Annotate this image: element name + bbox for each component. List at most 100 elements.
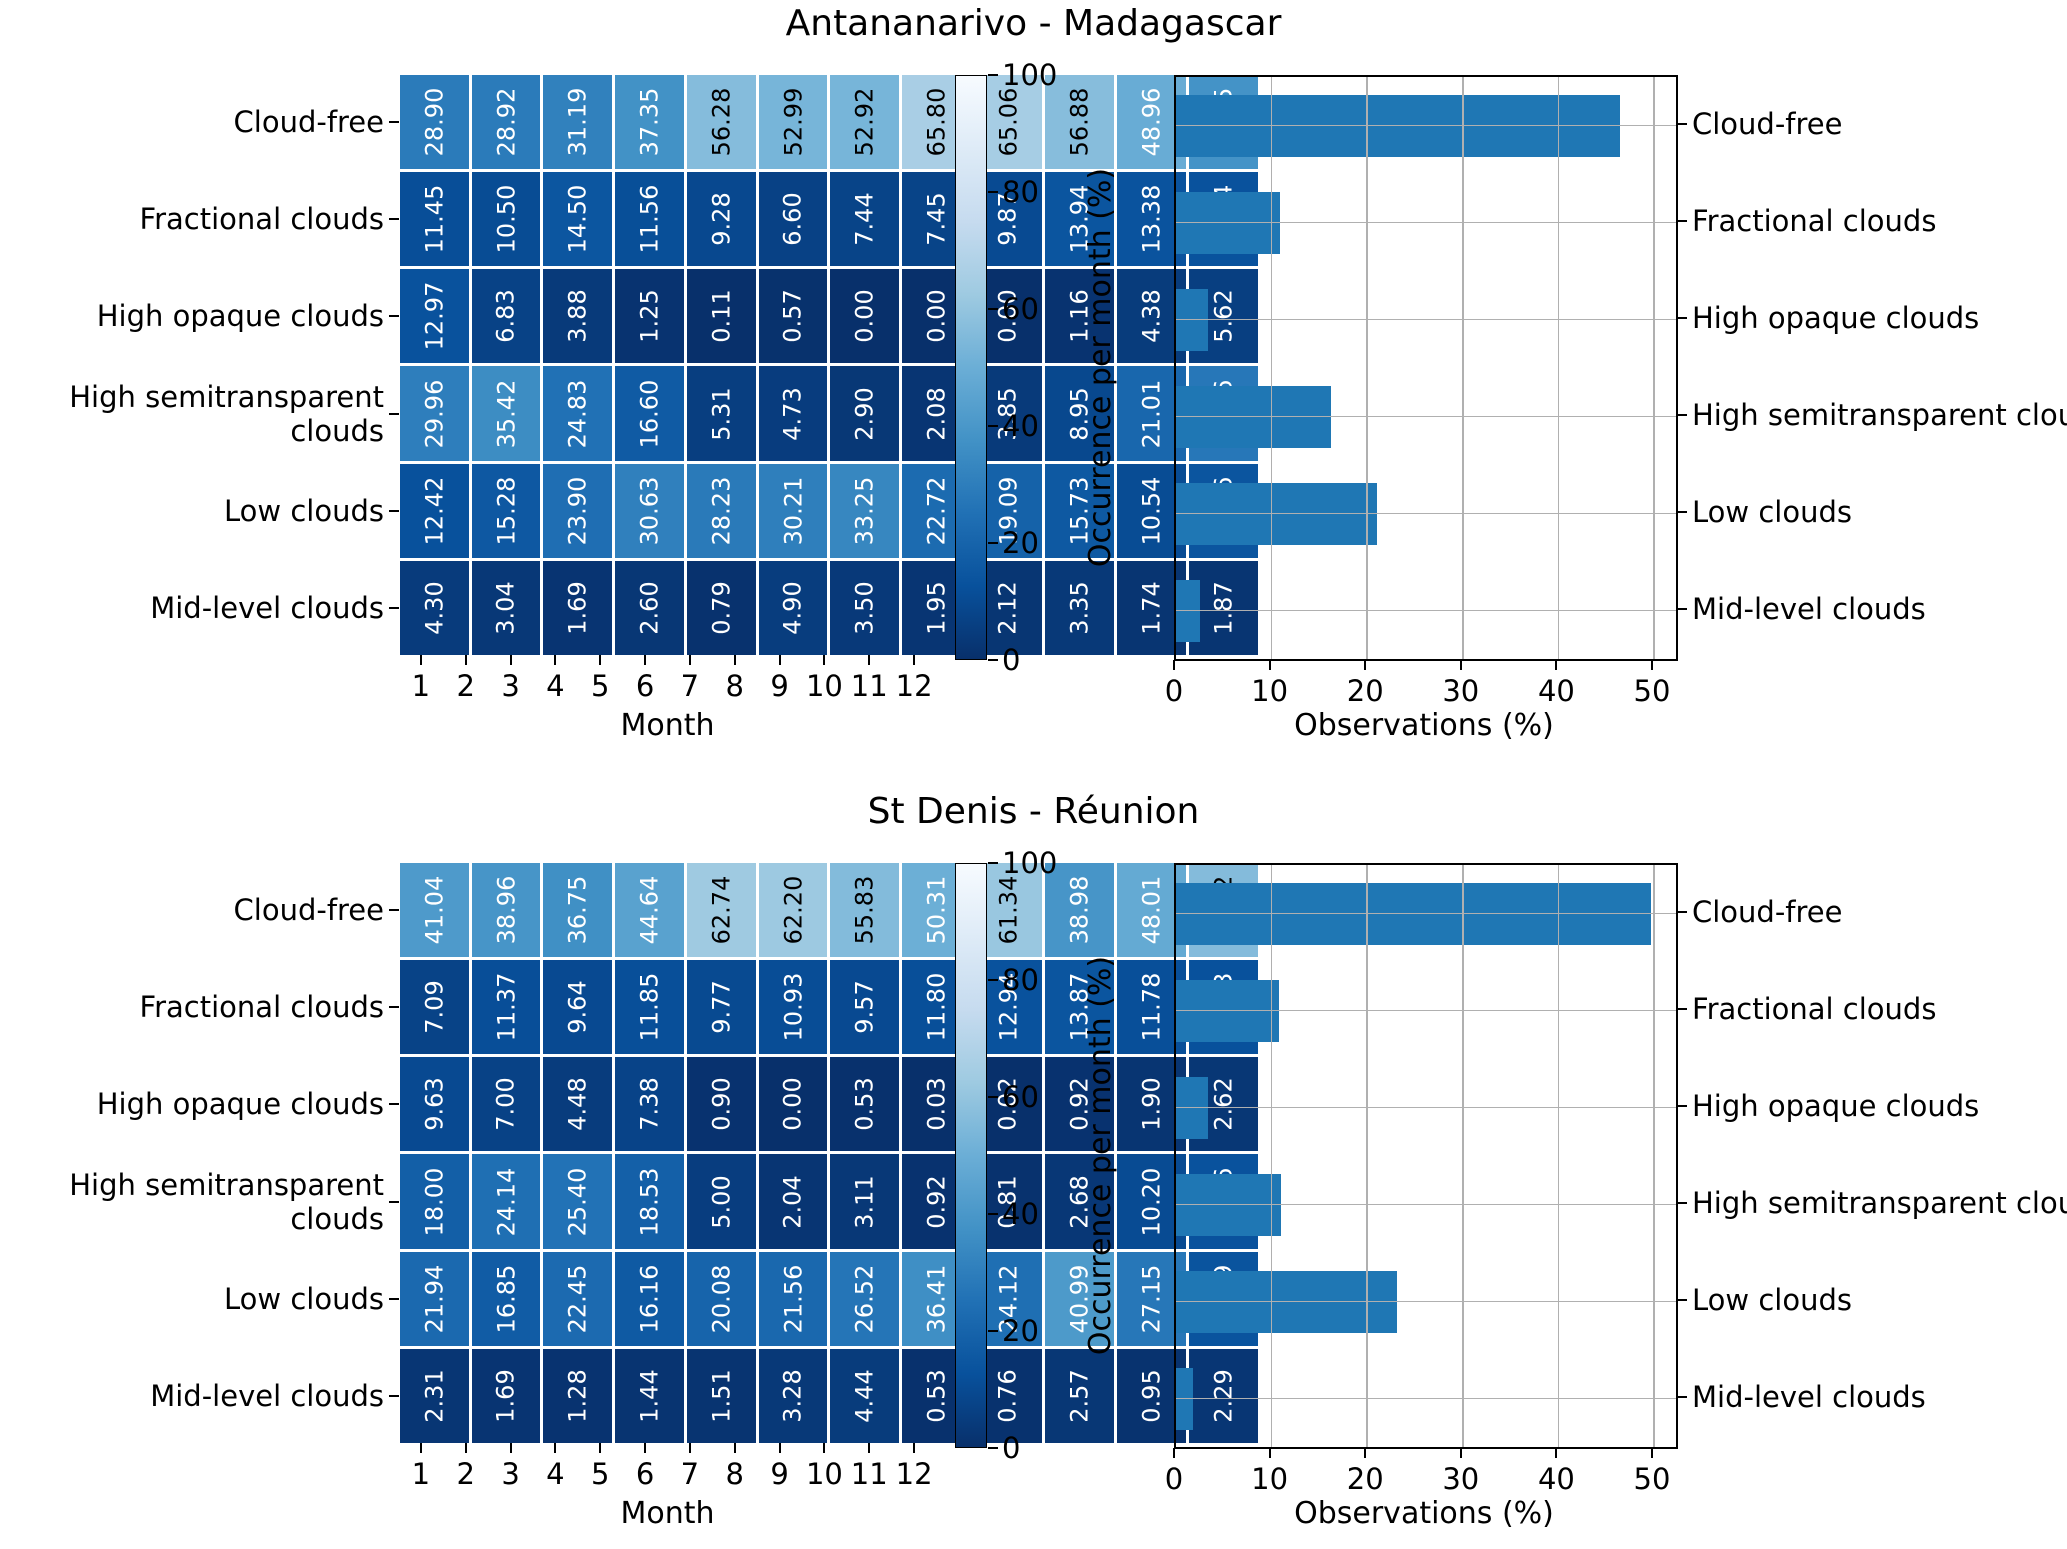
heatmap-cell: 11.85 bbox=[615, 960, 684, 1055]
heatmap-cell-value: 7.38 bbox=[635, 1077, 664, 1132]
heatmap-cell-value: 1.95 bbox=[922, 581, 951, 635]
heatmap-cell: 4.44 bbox=[830, 1348, 900, 1443]
heatmap-cell-value: 11.85 bbox=[635, 972, 664, 1042]
heatmap-ytick bbox=[389, 1103, 399, 1106]
heatmap-cell-value: 62.20 bbox=[778, 875, 807, 945]
heatmap-cell: 33.25 bbox=[830, 463, 900, 558]
heatmap-cell-value: 56.28 bbox=[707, 87, 736, 157]
heatmap-cell-value: 21.56 bbox=[778, 1264, 807, 1334]
heatmap-ytick bbox=[389, 509, 399, 512]
heatmap-row-label: Low clouds bbox=[224, 493, 384, 528]
heatmap-xtick-label: 3 bbox=[501, 1457, 520, 1491]
heatmap-cell: 3.04 bbox=[471, 560, 541, 655]
heatmap-cell-value: 0.92 bbox=[922, 1174, 951, 1229]
colorbar-tick bbox=[988, 542, 998, 544]
heatmap-cell: 26.52 bbox=[830, 1251, 900, 1346]
heatmap-cell: 7.44 bbox=[830, 172, 900, 267]
heatmap-cell-value: 52.99 bbox=[778, 87, 807, 157]
heatmap-cell-value: 65.06 bbox=[994, 87, 1023, 157]
heatmap-cell-value: 0.57 bbox=[778, 289, 807, 344]
bar-gridline-vertical bbox=[1653, 77, 1655, 659]
heatmap-cell-value: 26.52 bbox=[850, 1264, 879, 1334]
bar-gridline-horizontal bbox=[1176, 415, 1676, 418]
heatmap-cell-value: 28.90 bbox=[420, 87, 449, 157]
heatmap-xtick-label: 4 bbox=[546, 1457, 565, 1491]
heatmap-cell-value: 2.90 bbox=[850, 386, 879, 441]
heatmap-cell: 2.04 bbox=[758, 1154, 828, 1249]
bar-xtick bbox=[1651, 660, 1653, 670]
heatmap-cell-value: 36.75 bbox=[563, 875, 592, 945]
heatmap-cell-value: 2.31 bbox=[420, 1369, 449, 1423]
heatmap-cell-value: 5.31 bbox=[707, 386, 736, 441]
heatmap-cell-value: 0.76 bbox=[994, 1369, 1023, 1423]
heatmap-cell-value: 3.28 bbox=[778, 1369, 807, 1423]
heatmap-cell: 7.38 bbox=[615, 1057, 684, 1152]
heatmap-row-label: Cloud-free bbox=[233, 893, 384, 928]
bar-ytick bbox=[1677, 1007, 1687, 1010]
heatmap-cell: 15.28 bbox=[471, 463, 541, 558]
heatmap-xtick bbox=[464, 1443, 467, 1453]
heatmap-cell: 3.50 bbox=[830, 560, 900, 655]
bar-ytick bbox=[1677, 510, 1687, 513]
heatmap-cell-value: 0.53 bbox=[850, 1077, 879, 1132]
heatmap-cell: 9.77 bbox=[686, 960, 756, 1055]
heatmap-cell: 2.68 bbox=[1045, 1154, 1115, 1249]
heatmap-cell-value: 31.19 bbox=[563, 87, 592, 157]
heatmap-cell: 24.83 bbox=[543, 366, 613, 461]
heatmap-cell-value: 3.88 bbox=[563, 289, 592, 344]
bar-xtick bbox=[1651, 1448, 1653, 1458]
heatmap-cell-value: 4.30 bbox=[420, 581, 449, 635]
heatmap-xtick-label: 6 bbox=[635, 669, 655, 703]
heatmap-ytick bbox=[389, 1297, 399, 1300]
heatmap-cell: 15.73 bbox=[1045, 463, 1115, 558]
heatmap-cell-value: 6.60 bbox=[778, 192, 807, 246]
heatmap-cell: 56.88 bbox=[1045, 75, 1115, 170]
heatmap-cell: 3.88 bbox=[543, 269, 613, 364]
heatmap-cell-value: 0.53 bbox=[922, 1369, 951, 1423]
colorbar bbox=[955, 75, 987, 660]
bar-gridline-horizontal bbox=[1176, 912, 1676, 915]
heatmap-xtick bbox=[823, 655, 826, 665]
heatmap-cell-value: 16.60 bbox=[635, 379, 664, 448]
heatmap-cell-value: 22.72 bbox=[922, 476, 951, 546]
heatmap-ytick bbox=[389, 315, 399, 318]
heatmap-cell: 1.69 bbox=[543, 560, 613, 655]
heatmap-row-label: Fractional clouds bbox=[139, 990, 384, 1025]
heatmap-cell: 2.57 bbox=[1045, 1348, 1115, 1443]
heatmap-cell: 6.83 bbox=[471, 269, 541, 364]
heatmap-cell: 62.74 bbox=[686, 863, 756, 958]
bar-ytick bbox=[1677, 910, 1687, 913]
heatmap-cell-value: 37.35 bbox=[635, 87, 664, 157]
bar-gridline-vertical bbox=[1366, 865, 1368, 1447]
heatmap-cell: 1.25 bbox=[615, 269, 684, 364]
bar-xtick bbox=[1555, 660, 1558, 670]
heatmap-xtick bbox=[913, 655, 916, 665]
heatmap-cell-value: 10.50 bbox=[492, 184, 521, 254]
heatmap-cell: 23.90 bbox=[543, 463, 613, 558]
heatmap-xtick-label: 12 bbox=[895, 1457, 933, 1491]
heatmap-cell-value: 15.28 bbox=[492, 476, 521, 546]
bar-xtick-label: 30 bbox=[1442, 674, 1480, 708]
heatmap-cell: 22.45 bbox=[543, 1251, 613, 1346]
heatmap-cell: 25.40 bbox=[543, 1154, 613, 1249]
heatmap-cell: 36.75 bbox=[543, 863, 613, 958]
heatmap-cell-value: 29.96 bbox=[420, 379, 449, 448]
heatmap-cell: 4.48 bbox=[543, 1057, 613, 1152]
heatmap-cell-value: 7.44 bbox=[850, 192, 879, 246]
colorbar-tick-label: 100 bbox=[1002, 58, 1058, 92]
bar-category-label: Fractional clouds bbox=[1692, 203, 1937, 238]
heatmap-cell-value: 52.92 bbox=[850, 87, 879, 157]
bar-xtick bbox=[1364, 660, 1367, 670]
heatmap-xlabel: Month bbox=[620, 1496, 715, 1531]
heatmap-cell-value: 65.80 bbox=[922, 87, 951, 157]
heatmap-cell-value: 24.83 bbox=[563, 379, 592, 448]
heatmap-cell-value: 0.00 bbox=[922, 289, 951, 344]
heatmap-xtick-label: 11 bbox=[850, 669, 888, 703]
bar-xlabel: Observations (%) bbox=[1294, 1496, 1554, 1531]
heatmap-cell-value: 7.00 bbox=[492, 1077, 521, 1132]
heatmap-cell: 16.16 bbox=[615, 1251, 684, 1346]
heatmap-cell: 20.08 bbox=[686, 1251, 756, 1346]
heatmap-cell: 4.73 bbox=[758, 366, 828, 461]
heatmap-cell-value: 2.12 bbox=[994, 581, 1023, 635]
bar-xtick-label: 0 bbox=[1164, 1462, 1184, 1496]
